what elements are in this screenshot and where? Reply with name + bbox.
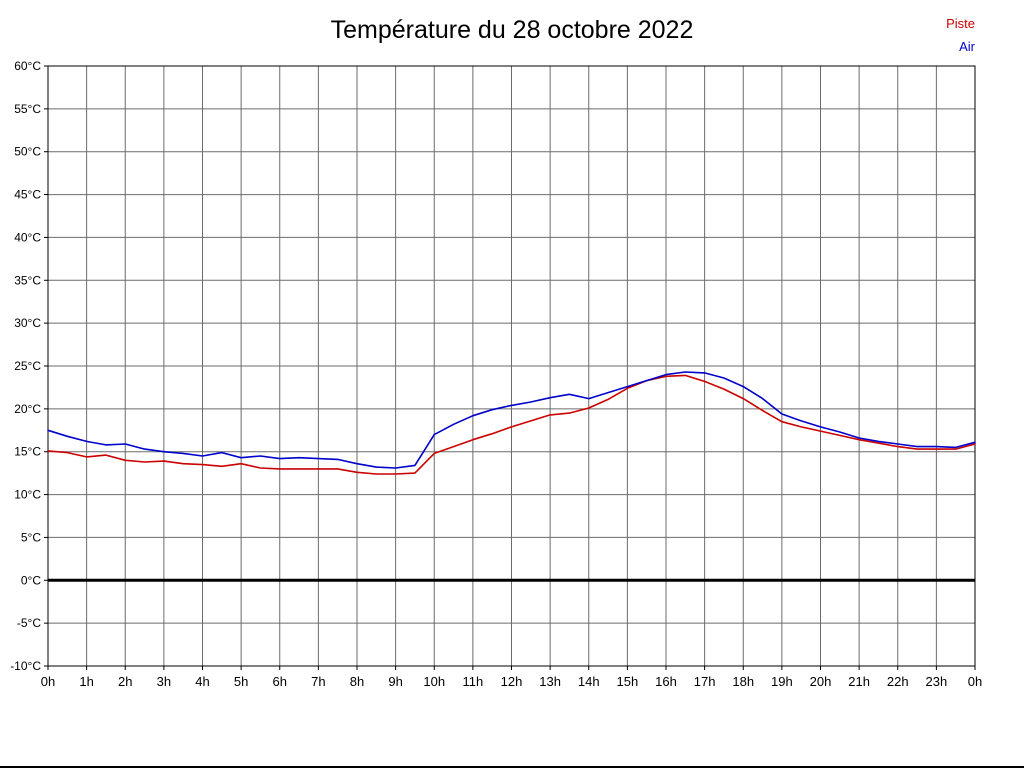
x-tick-label: 19h xyxy=(771,674,793,689)
x-tick-label: 17h xyxy=(694,674,716,689)
x-tick-label: 14h xyxy=(578,674,600,689)
x-tick-label: 20h xyxy=(810,674,832,689)
legend-air: Air xyxy=(959,39,975,54)
y-tick-label: 50°C xyxy=(14,145,41,159)
y-tick-label: -5°C xyxy=(17,616,41,630)
y-tick-label: 30°C xyxy=(14,316,41,330)
chart-title: Température du 28 octobre 2022 xyxy=(330,16,694,44)
x-tick-label: 9h xyxy=(388,674,402,689)
x-tick-label: 23h xyxy=(926,674,948,689)
series-piste-line xyxy=(47,374,976,475)
y-tick-label: 25°C xyxy=(14,359,41,373)
y-tick-label: 15°C xyxy=(14,445,41,459)
x-tick-label: 15h xyxy=(617,674,639,689)
x-tick-label: 0h xyxy=(968,674,982,689)
y-tick-label: 0°C xyxy=(21,573,41,587)
x-tick-label: 13h xyxy=(539,674,561,689)
x-tick-label: 11h xyxy=(463,674,484,689)
y-tick-label: -10°C xyxy=(10,659,41,673)
y-tick-label: 35°C xyxy=(14,273,41,287)
x-tick-label: 3h xyxy=(157,674,171,689)
y-tick-label: 5°C xyxy=(21,530,41,544)
x-tick-label: 0h xyxy=(41,674,55,689)
x-tick-label: 4h xyxy=(195,674,209,689)
series-air-line xyxy=(47,371,976,469)
x-tick-label: 5h xyxy=(234,674,248,689)
y-tick-label: 55°C xyxy=(14,102,41,116)
plot-border xyxy=(47,65,976,667)
x-tick-label: 12h xyxy=(501,674,523,689)
x-tick-label: 10h xyxy=(423,674,445,689)
x-tick-label: 8h xyxy=(350,674,364,689)
x-tick-label: 2h xyxy=(118,674,132,689)
x-tick-label: 1h xyxy=(79,674,93,689)
x-tick-label: 22h xyxy=(887,674,909,689)
y-tick-label: 40°C xyxy=(14,230,41,244)
x-tick-label: 6h xyxy=(273,674,287,689)
bottom-rule xyxy=(0,766,1024,768)
x-tick-label: 16h xyxy=(655,674,677,689)
y-tick-label: 60°C xyxy=(14,59,41,73)
legend-piste: Piste xyxy=(946,16,975,31)
y-tick-label: 45°C xyxy=(14,188,41,202)
legend: Piste Air xyxy=(946,12,975,58)
x-tick-label: 18h xyxy=(732,674,754,689)
y-tick-label: 10°C xyxy=(14,488,41,502)
y-tick-label: 20°C xyxy=(14,402,41,416)
x-tick-label: 7h xyxy=(311,674,325,689)
x-tick-label: 21h xyxy=(848,674,870,689)
